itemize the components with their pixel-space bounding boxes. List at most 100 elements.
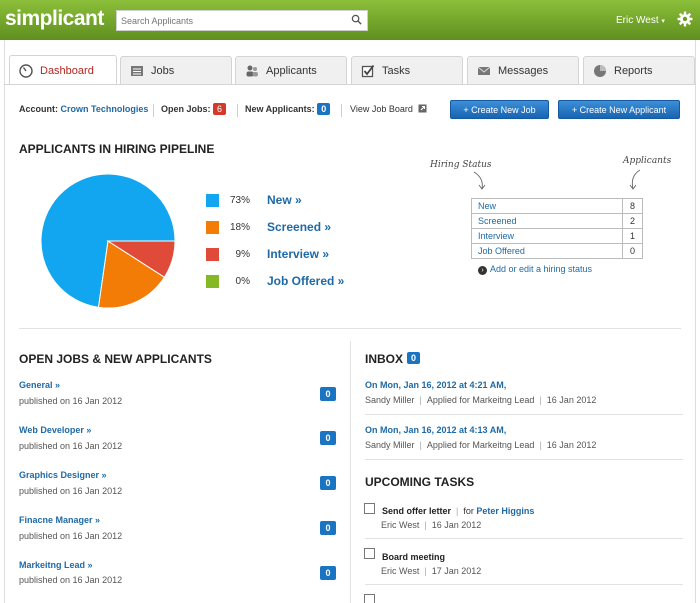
legend-link-screened[interactable]: Screened » [267, 220, 332, 234]
status-cell[interactable]: Screened [471, 213, 623, 229]
tab-label: Applicants [266, 64, 317, 77]
legend-swatch-screened [206, 221, 219, 234]
message-timestamp-link[interactable]: On Mon, Jan 16, 2012 at 4:21 AM, [365, 380, 507, 390]
open-jobs-badge[interactable]: 6 [213, 103, 227, 115]
legend-link-new[interactable]: New » [267, 193, 302, 207]
new-applicants-badge[interactable]: 0 [317, 103, 331, 115]
table-row: Job Offered 0 [471, 243, 643, 259]
task-divider [365, 584, 683, 585]
task-meta: Eric West | 16 Jan 2012 [381, 520, 482, 530]
job-title-link[interactable]: General » [19, 380, 61, 390]
reports-pie-icon [594, 64, 606, 77]
table-row: New 8 [471, 198, 643, 214]
tab-reports[interactable]: Reports [583, 56, 695, 84]
create-new-job-button[interactable]: + Create New Job [450, 100, 549, 119]
message-divider [365, 414, 683, 415]
task-checkbox[interactable] [364, 594, 375, 603]
messages-envelope-icon [477, 66, 491, 75]
legend-pct-screened: 18% [229, 222, 250, 233]
count-cell: 1 [622, 228, 643, 244]
divider [237, 104, 238, 117]
view-job-board-link[interactable]: View Job Board [350, 104, 427, 114]
message-subject: Applied for Markeitng Lead [426, 395, 535, 405]
account-info: Account: Crown Technologies [19, 104, 148, 114]
job-title-link[interactable]: Markeitng Lead » [19, 560, 93, 570]
applicants-note: Applicants [623, 156, 672, 166]
task-date: 17 Jan 2012 [431, 566, 482, 576]
task-for-person-link[interactable]: Peter Higgins [476, 506, 535, 516]
legend-swatch-new [206, 194, 219, 207]
legend-pct-interview: 9% [235, 249, 250, 260]
tab-dashboard[interactable]: Dashboard [9, 55, 117, 85]
legend-pct-new: 73% [229, 195, 250, 206]
pie-slice-interview [106, 240, 176, 278]
task-meta: Eric West | 17 Jan 2012 [381, 566, 482, 576]
applicants-people-icon [246, 65, 258, 76]
tab-label: Tasks [382, 64, 411, 77]
status-cell[interactable]: Interview [471, 228, 623, 244]
gear-icon[interactable] [677, 11, 693, 27]
arrow-icon [473, 171, 486, 190]
task-date: 16 Jan 2012 [431, 520, 482, 530]
job-applicants-badge[interactable]: 0 [320, 431, 336, 445]
job-applicants-badge[interactable]: 0 [320, 476, 336, 490]
divider [341, 104, 342, 117]
legend-link-interview[interactable]: Interview » [267, 247, 330, 261]
count-cell: 8 [622, 198, 643, 214]
task-owner: Eric West [381, 520, 420, 530]
job-title-link[interactable]: Finacne Manager » [19, 515, 101, 525]
task-checkbox[interactable] [364, 548, 375, 559]
job-applicants-badge[interactable]: 0 [320, 566, 336, 580]
new-applicants-info: New Applicants: 0 [245, 103, 331, 115]
table-row: Screened 2 [471, 213, 643, 229]
user-name: Eric West [616, 15, 659, 26]
message-sender: Sandy Miller [365, 440, 415, 450]
user-menu[interactable]: Eric West ▾ [616, 15, 665, 26]
table-row: Interview 1 [471, 228, 643, 244]
job-applicants-badge[interactable]: 0 [320, 387, 336, 401]
legend-pct-job-offered: 0% [235, 276, 250, 287]
message-timestamp-link[interactable]: On Mon, Jan 16, 2012 at 4:13 AM, [365, 425, 507, 435]
job-published-date: published on 16 Jan 2012 [19, 441, 123, 451]
job-applicants-badge[interactable]: 0 [320, 521, 336, 535]
add-hiring-status-link[interactable]: › Add or edit a hiring status [478, 264, 592, 275]
task-for-label: for [463, 506, 474, 516]
status-cell[interactable]: New [471, 198, 623, 214]
create-new-applicant-button[interactable]: + Create New Applicant [558, 100, 680, 119]
open-jobs-label: Open Jobs: [161, 104, 211, 114]
tab-applicants[interactable]: Applicants [235, 56, 347, 84]
job-published-date: published on 16 Jan 2012 [19, 486, 123, 496]
tab-label: Jobs [151, 64, 175, 77]
tab-tasks[interactable]: Tasks [351, 56, 463, 84]
search-icon[interactable] [351, 14, 362, 25]
account-label: Account: [19, 104, 58, 114]
legend-link-job-offered[interactable]: Job Offered » [267, 274, 345, 288]
inbox-count-badge[interactable]: 0 [407, 352, 421, 364]
column-divider [350, 341, 351, 603]
search-input[interactable] [117, 11, 337, 30]
tab-jobs[interactable]: Jobs [120, 56, 232, 84]
job-title-link[interactable]: Web Developer » [19, 425, 92, 435]
pipeline-pie-chart [40, 173, 176, 309]
task-title: Send offer letter | for Peter Higgins [382, 506, 535, 516]
arrow-icon [629, 169, 641, 190]
tab-messages[interactable]: Messages [467, 56, 579, 84]
search-box[interactable] [116, 10, 368, 31]
account-name-link[interactable]: Crown Technologies [60, 104, 149, 114]
hiring-status-table: New 8 Screened 2 Interview 1 Job Offered 0 [471, 198, 643, 259]
status-cell[interactable]: Job Offered [471, 243, 623, 259]
job-title-link[interactable]: Graphics Designer » [19, 470, 107, 480]
task-owner: Eric West [381, 566, 420, 576]
job-published-date: published on 16 Jan 2012 [19, 396, 123, 406]
section-divider [19, 328, 681, 329]
app-logo[interactable]: simplicant [5, 7, 104, 30]
tab-divider [4, 84, 696, 85]
arrow-right-circle-icon: › [478, 266, 487, 275]
external-link-icon [418, 104, 427, 113]
message-date: 16 Jan 2012 [546, 395, 597, 405]
legend-swatch-interview [206, 248, 219, 261]
pie-slice-screened [97, 240, 166, 309]
task-checkbox[interactable] [364, 503, 375, 514]
open-jobs-info: Open Jobs: 6 [161, 103, 227, 115]
dashboard-gauge-icon [19, 63, 33, 78]
